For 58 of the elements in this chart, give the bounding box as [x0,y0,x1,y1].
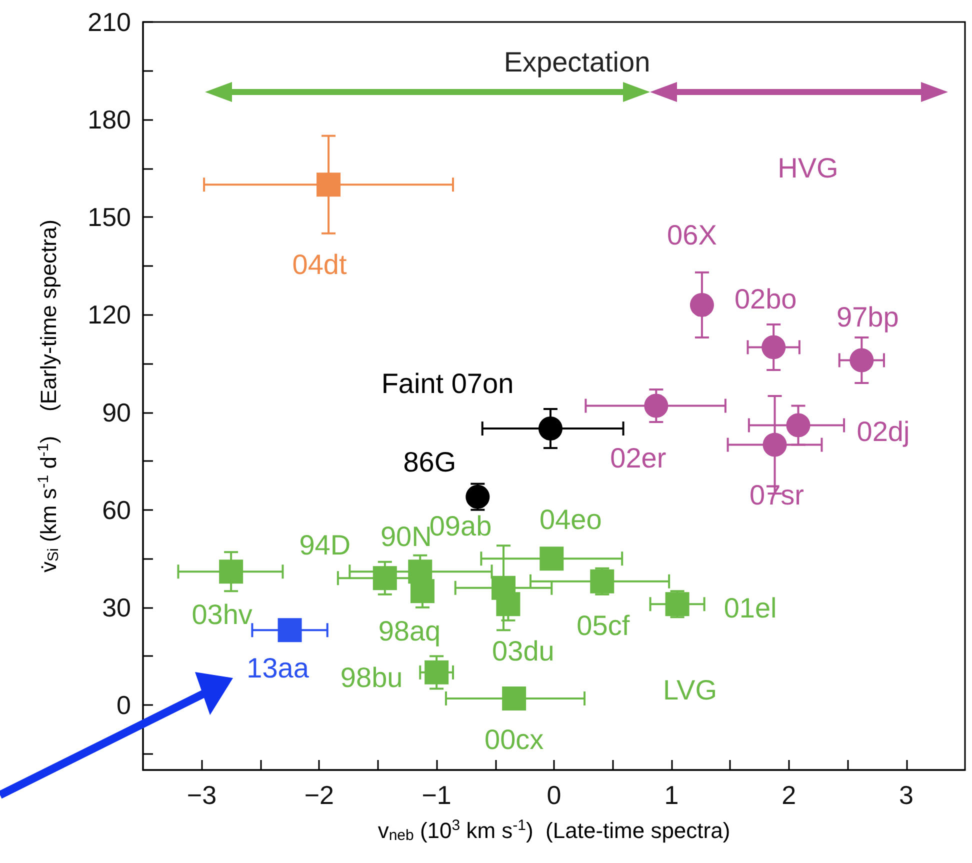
annotation: 13aa [246,652,310,684]
annotation: 86G [403,446,456,478]
y-tick-label: 0 [116,690,131,720]
point [372,566,397,590]
point [496,592,520,616]
x-tick-label: 0 [546,780,562,810]
annotation: LVG [663,674,717,706]
annotation: 06X [667,219,718,250]
annotation: Faint 07on [381,368,514,400]
point [219,560,244,584]
annotation: 03hv [192,599,252,630]
y-tick-label: 60 [102,494,131,525]
point [540,546,564,571]
x-tick-label: −2 [304,780,334,810]
annotation: 05cf [576,610,630,641]
x-tick-label: −3 [186,780,217,810]
annotation: 02dj [856,416,910,447]
point [424,660,449,684]
annotation: 94D [299,530,351,561]
annotation: 02er [610,442,666,474]
x-tick-label: −1 [422,780,452,810]
point [278,618,302,642]
annotation: Expectation [504,46,650,78]
annotation: 98aq [378,616,441,647]
point [690,292,714,317]
annotation: 97bp [836,302,899,333]
annotation: 04eo [540,504,602,536]
y-tick-label: 120 [88,300,131,330]
point [316,172,341,197]
annotation: 04dt [292,249,348,280]
annotation: 98bu [340,662,403,693]
annotation: 03du [492,636,554,667]
point [410,579,434,604]
point [590,569,614,594]
annotation: 00cx [484,724,544,755]
y-tick-label: 210 [88,7,131,37]
annotation: 07sr [750,479,804,510]
annotation: 01el [724,592,777,624]
annotation: 02bo [734,284,797,315]
annotation: 90N [380,521,432,552]
point [762,335,786,360]
point [762,432,787,457]
point [466,484,490,509]
x-tick-label: 2 [782,780,796,810]
x-tick-label: 1 [664,780,679,810]
point [850,348,874,372]
point [786,413,810,438]
y-tick-label: 90 [102,397,131,428]
y-tick-label: 30 [102,592,131,622]
annotation: HVG [778,152,838,184]
y-tick-label: 150 [88,202,131,232]
y-axis-title: v̇Si (km s-1 d-1) (Early-time spectra) [35,220,62,572]
annotation: 09ab [429,510,492,542]
y-tick-label: 180 [88,104,131,135]
point [644,394,668,418]
point [538,416,562,441]
x-tick-label: 3 [899,780,914,810]
point [502,686,526,710]
